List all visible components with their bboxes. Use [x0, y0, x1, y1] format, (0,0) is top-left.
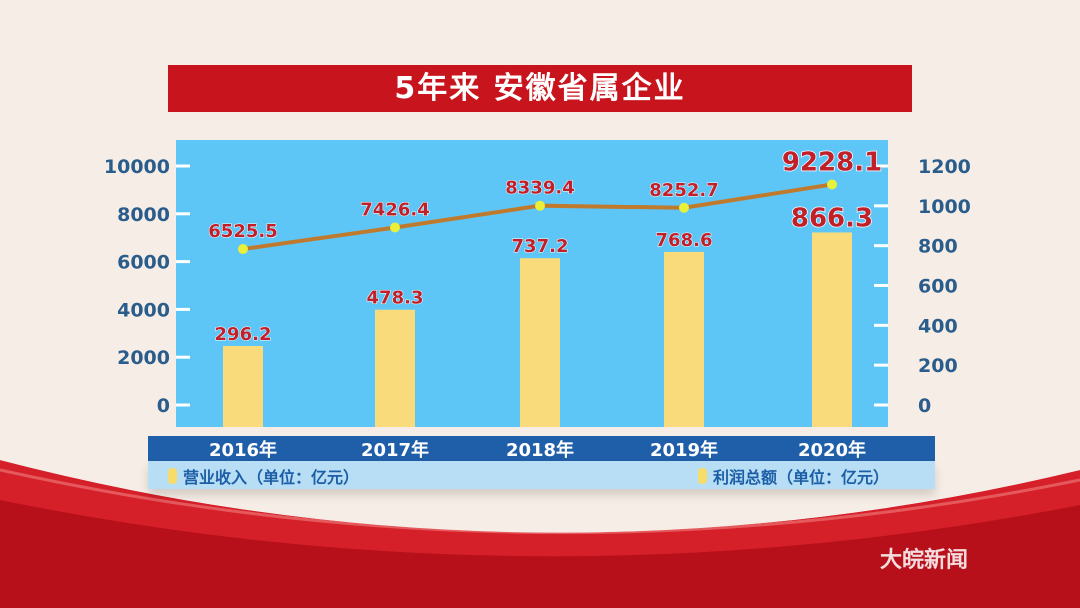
line-point [535, 200, 545, 211]
left-tick-label: 6000 [117, 252, 170, 274]
line-data-label: 8252.7 [649, 180, 718, 201]
legend-label: 利润总额（单位：亿元） [713, 468, 890, 487]
x-tick-label: 2017年 [361, 439, 429, 461]
bar-data-label: 737.2 [512, 236, 569, 257]
legend-swatch [168, 468, 177, 484]
legend-label: 营业收入（单位：亿元） [183, 468, 360, 487]
right-tick-label: 0 [918, 395, 931, 417]
line-point [390, 222, 400, 233]
bar [223, 346, 263, 427]
left-tick-label: 4000 [117, 299, 170, 321]
right-tick-label: 200 [918, 355, 958, 377]
legend-swatch [698, 468, 707, 484]
x-tick-label: 2020年 [798, 439, 866, 461]
line-point [238, 244, 248, 255]
x-tick-label: 2018年 [506, 439, 574, 461]
bar [812, 232, 852, 427]
line-data-label: 7426.4 [360, 200, 429, 221]
bar [375, 309, 415, 427]
left-tick-label: 0 [157, 395, 170, 417]
left-tick-label: 10000 [104, 156, 170, 178]
bar [520, 258, 560, 427]
bar-data-label: 768.6 [656, 230, 713, 251]
chart-title: 5年来 安徽省属企业 [168, 65, 912, 112]
x-axis-bar [148, 436, 935, 461]
right-tick-label: 600 [918, 276, 958, 298]
legend: 营业收入（单位：亿元） 利润总额（单位：亿元） [148, 461, 935, 489]
bar [664, 251, 704, 427]
bar-data-label: 478.3 [367, 288, 424, 309]
right-tick-label: 400 [918, 315, 958, 337]
line-data-label: 9228.1 [782, 147, 882, 177]
watermark-logo: 大皖新闻 [880, 548, 969, 573]
line-data-label: 8339.4 [505, 178, 574, 199]
legend-item-profit: 利润总额（单位：亿元） [698, 464, 889, 488]
right-tick-label: 1000 [918, 196, 971, 218]
left-tick-label: 2000 [117, 347, 170, 369]
bar-data-label: 296.2 [215, 324, 272, 345]
right-tick-label: 1200 [918, 156, 971, 178]
right-tick-label: 800 [918, 236, 958, 258]
left-tick-label: 8000 [117, 204, 170, 226]
line-point [827, 179, 837, 190]
bar-data-label: 866.3 [791, 203, 873, 233]
x-tick-label: 2019年 [650, 439, 718, 461]
line-data-label: 6525.5 [208, 221, 277, 242]
legend-item-revenue: 营业收入（单位：亿元） [168, 464, 359, 488]
x-tick-label: 2016年 [209, 439, 277, 461]
line-point [679, 202, 689, 213]
